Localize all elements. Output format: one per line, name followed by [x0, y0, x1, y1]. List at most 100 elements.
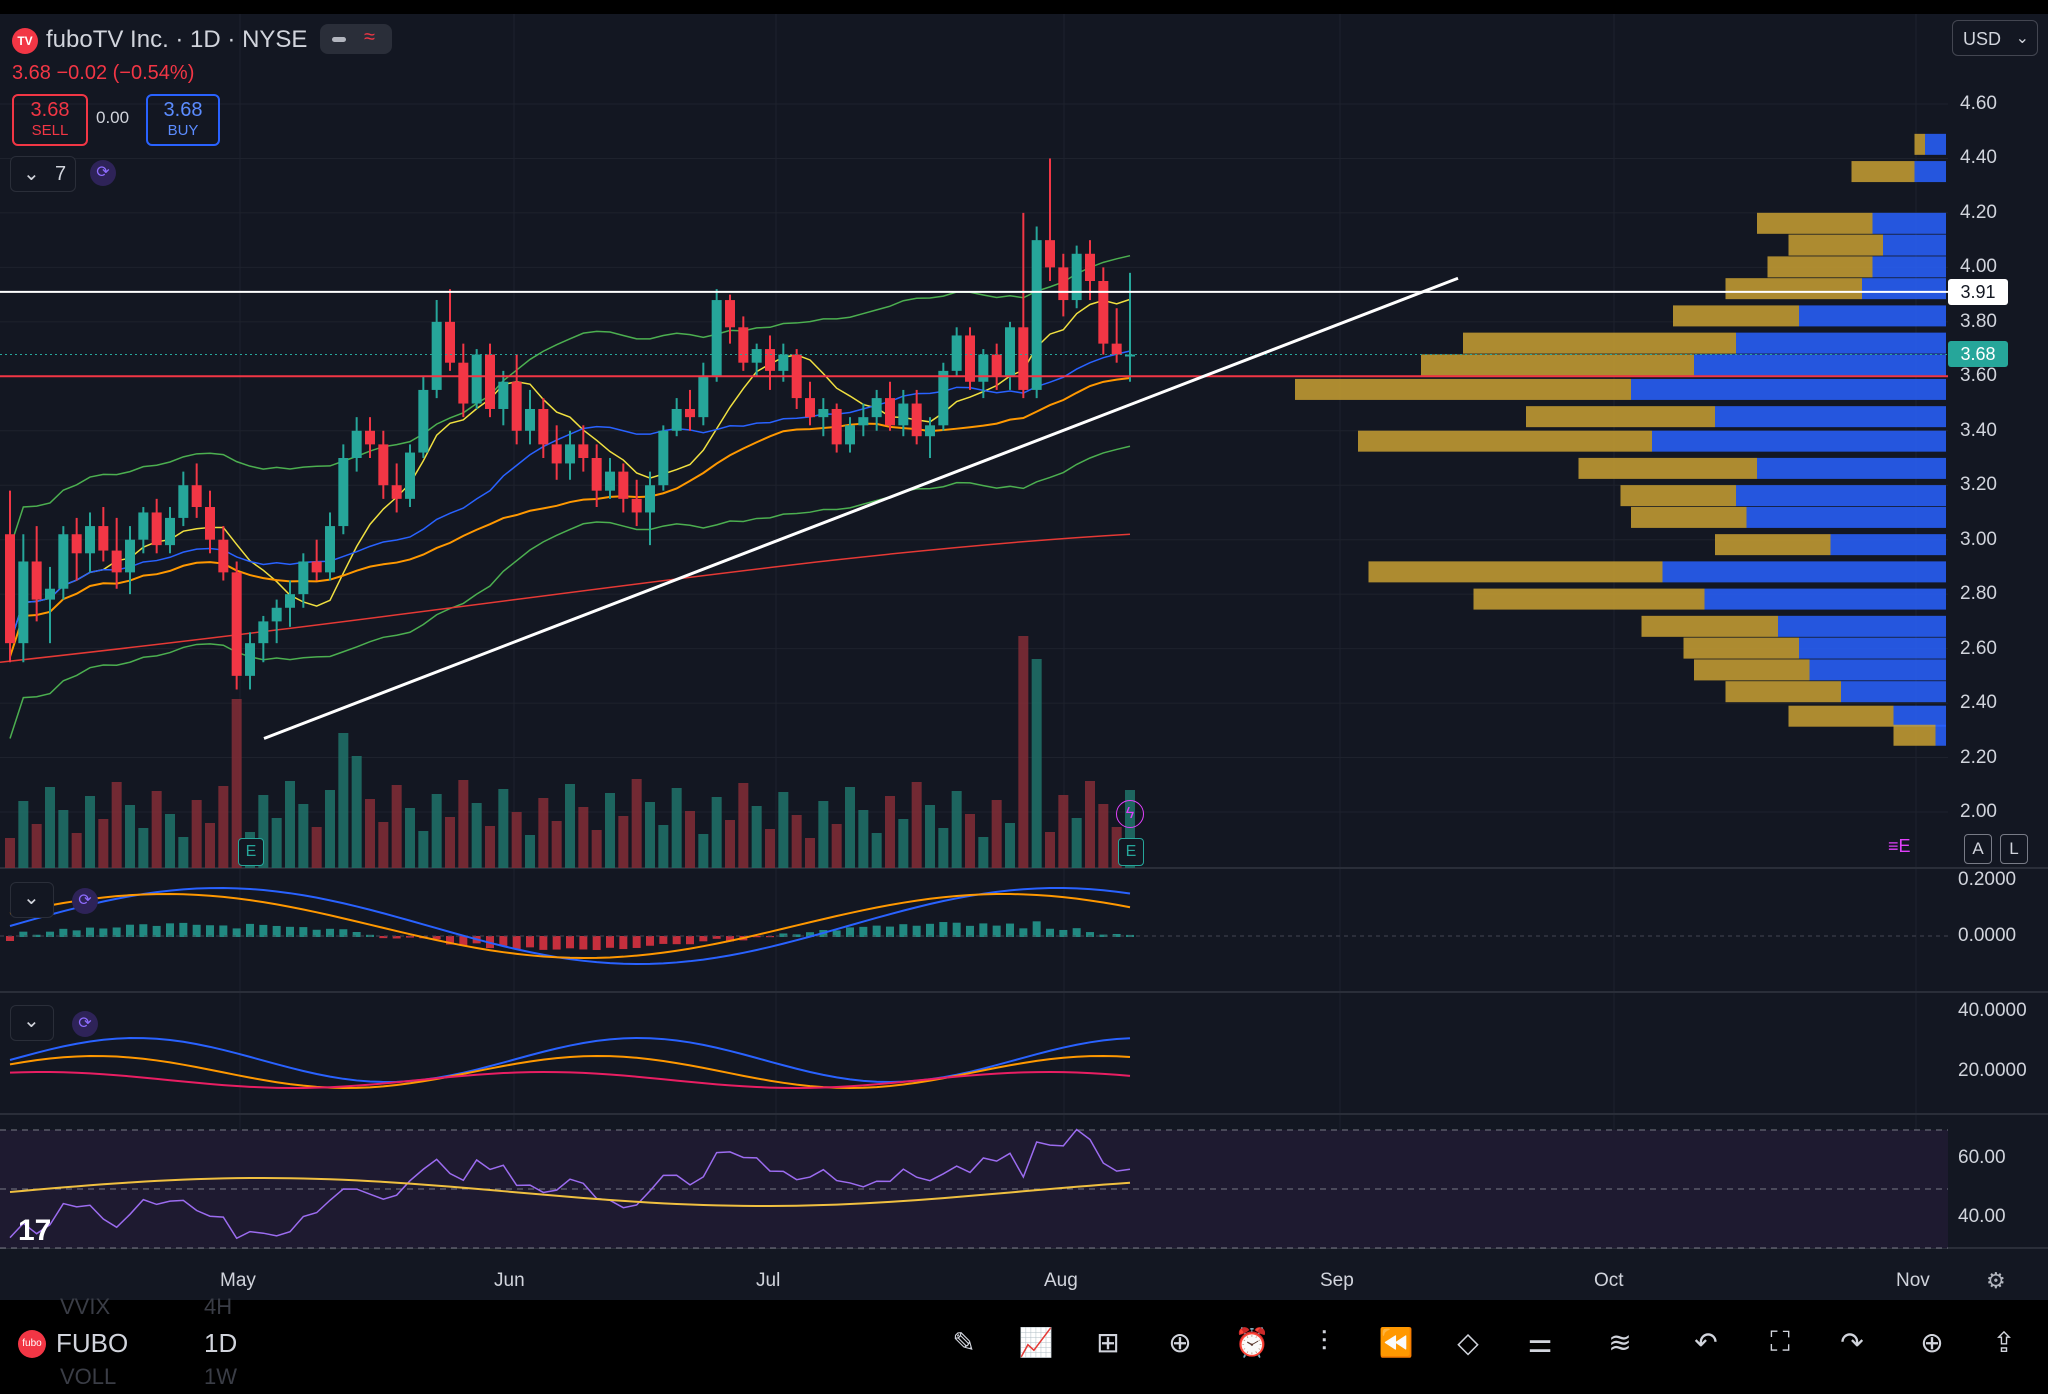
- macd-histogram-bar: [846, 927, 854, 937]
- redo-icon[interactable]: ↷: [1840, 1327, 1864, 1358]
- symbol-button[interactable]: FUBO: [56, 1328, 129, 1358]
- volume-profile-down: [1872, 256, 1946, 278]
- fullscreen-icon[interactable]: ⛶: [1770, 1326, 1790, 1357]
- auto-scale-button[interactable]: A: [1964, 834, 1992, 864]
- candle-body: [258, 621, 269, 644]
- globe-add-icon[interactable]: ⊕: [1920, 1327, 1944, 1358]
- interval-button[interactable]: 1D: [204, 1328, 238, 1358]
- candle-body: [285, 594, 295, 608]
- volume-profile-down: [1799, 305, 1946, 327]
- macd-histogram-bar: [619, 936, 628, 950]
- macd-histogram-bar: [766, 936, 774, 938]
- sync-icon[interactable]: ⟳: [90, 160, 116, 186]
- macd-histogram-bar: [886, 926, 894, 937]
- volume-profile-up: [1358, 430, 1652, 452]
- candle-body: [445, 321, 455, 363]
- earnings-calendar-icon[interactable]: ≡E: [1888, 836, 1911, 856]
- volume-profile-down: [1662, 561, 1946, 583]
- macd-histogram-bar: [86, 927, 94, 937]
- candle-body: [271, 607, 282, 622]
- currency-select[interactable]: USD ⌄: [1952, 20, 2038, 56]
- undo-icon[interactable]: ↶: [1694, 1327, 1718, 1358]
- candle-body: [98, 526, 109, 551]
- dmi-collapse-button[interactable]: ⌄: [10, 1005, 54, 1041]
- macd-histogram-bar: [59, 928, 68, 937]
- rsi-pane: [0, 1128, 1948, 1249]
- volume-profile-up: [1851, 161, 1915, 183]
- alert-clock-icon[interactable]: ⏰: [1234, 1327, 1270, 1358]
- sell-button[interactable]: 3.68 SELL: [12, 94, 88, 146]
- price-chart[interactable]: [0, 14, 2048, 1300]
- volume-bar: [471, 803, 482, 868]
- layers-icon[interactable]: ◇: [1457, 1327, 1479, 1358]
- candle-body: [1005, 327, 1015, 377]
- indicators-collapse-button[interactable]: ⌄ 7: [10, 156, 76, 192]
- volume-bar: [151, 791, 162, 868]
- candle-body: [565, 444, 575, 464]
- volume-bar: [98, 819, 109, 868]
- chevron-down-icon: ⌄: [23, 887, 40, 909]
- candle-body: [298, 561, 309, 595]
- volume-bar: [165, 814, 175, 868]
- candle-body: [551, 444, 562, 464]
- indicator-count: 7: [55, 163, 67, 185]
- volume-profile-down: [1694, 354, 1946, 376]
- price-axis-label: 4.20: [1960, 201, 1997, 223]
- macd-histogram-bar: [1112, 933, 1121, 937]
- macd-histogram-bar: [112, 927, 121, 937]
- settings-sliders-icon[interactable]: ⚌: [1527, 1327, 1553, 1358]
- price-axis-label: 4.40: [1960, 147, 1997, 169]
- sell-label: SELL: [31, 122, 69, 139]
- volume-bar: [565, 784, 575, 868]
- log-scale-button[interactable]: L: [2000, 834, 2028, 864]
- macd-histogram-bar: [352, 931, 361, 937]
- share-icon[interactable]: ⇪: [1992, 1327, 2016, 1358]
- macd-line: [9, 887, 1131, 965]
- macd-histogram-bar: [32, 934, 41, 937]
- indicators-icon[interactable]: 📈: [1018, 1327, 1054, 1358]
- volume-bar: [258, 795, 269, 868]
- time-axis-label: Sep: [1320, 1270, 1354, 1291]
- add-icon[interactable]: ⊕: [1168, 1327, 1192, 1358]
- macd-histogram-bar: [566, 936, 574, 949]
- macd-axis-label: 0.2000: [1958, 869, 2017, 890]
- indicator-toggle-pill[interactable]: ≈: [320, 24, 392, 54]
- macd-histogram-bar: [19, 931, 28, 937]
- compare-icon[interactable]: ≋: [1608, 1327, 1632, 1358]
- macd-histogram-bar: [499, 936, 508, 946]
- replay-icon[interactable]: ⏪: [1378, 1327, 1414, 1358]
- volume-bar: [685, 811, 695, 868]
- time-axis-label: Aug: [1044, 1270, 1078, 1291]
- dividend-bolt-icon[interactable]: ϟ: [1116, 800, 1144, 828]
- candle-body: [725, 300, 735, 328]
- earnings-marker[interactable]: E: [238, 838, 264, 866]
- sync-icon[interactable]: ⟳: [72, 888, 98, 914]
- candle-body: [85, 526, 95, 554]
- tradingview-logo-icon: TV: [12, 28, 38, 54]
- macd-histogram-bar: [752, 936, 761, 938]
- volume-profile-down: [1883, 234, 1946, 256]
- volume-profile-down: [1746, 506, 1946, 528]
- volume-bar: [458, 780, 469, 868]
- macd-collapse-button[interactable]: ⌄: [10, 882, 54, 918]
- candle-body: [938, 370, 949, 426]
- macd-histogram-bar: [979, 923, 988, 937]
- volume-bar: [618, 816, 629, 868]
- symbol-title[interactable]: fuboTV Inc. · 1D · NYSE: [46, 26, 308, 53]
- earnings-marker[interactable]: E: [1118, 838, 1144, 866]
- sell-price: 3.68: [30, 99, 70, 121]
- macd-histogram-bar: [659, 936, 668, 944]
- candle-body: [485, 354, 495, 409]
- volume-profile-up: [1757, 212, 1873, 234]
- volume-bar: [578, 807, 589, 868]
- grid-icon[interactable]: ⊞: [1096, 1327, 1120, 1358]
- candle-type-icon[interactable]: ⫶: [1320, 1326, 1328, 1357]
- volume-bar: [978, 837, 989, 868]
- sync-icon[interactable]: ⟳: [72, 1011, 98, 1037]
- pencil-icon[interactable]: ✎: [952, 1327, 976, 1358]
- rsi-ma-line: [9, 1176, 1131, 1207]
- candle-body: [645, 485, 655, 513]
- settings-gear-icon[interactable]: ⚙: [1986, 1268, 2006, 1293]
- price-axis-label: 2.20: [1960, 746, 1997, 768]
- buy-button[interactable]: 3.68 BUY: [146, 94, 220, 146]
